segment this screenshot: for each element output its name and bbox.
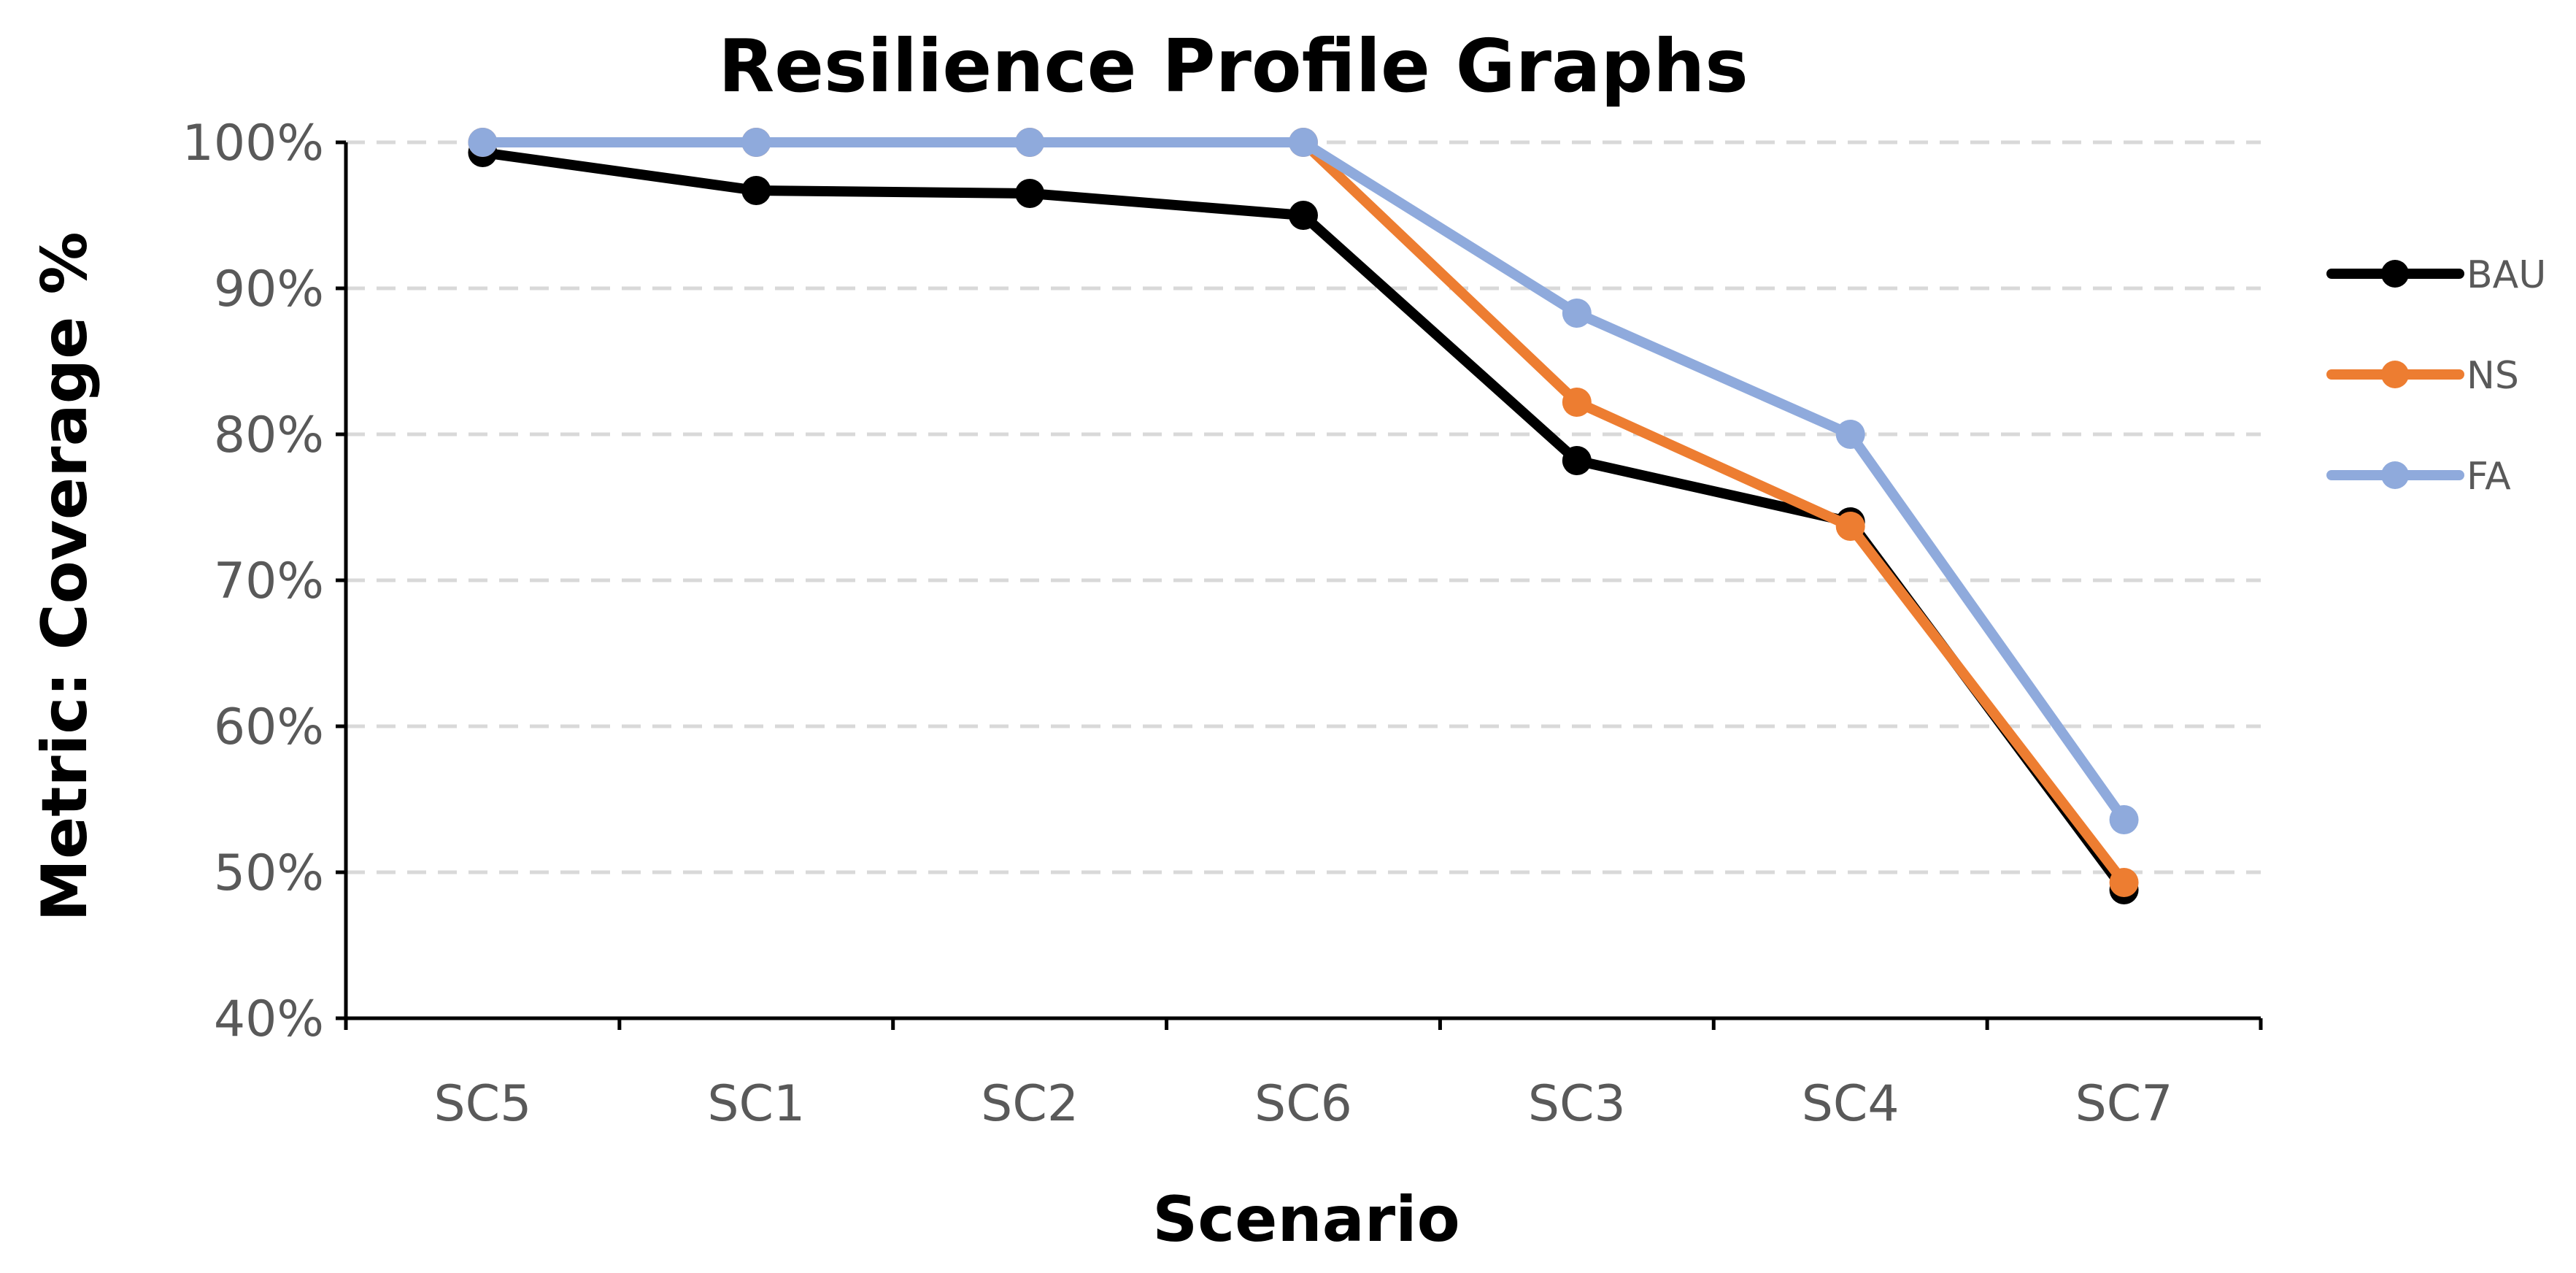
y-tick-label: 90% bbox=[214, 261, 324, 318]
x-tick-label: SC7 bbox=[2075, 1075, 2173, 1133]
y-tick-label: 80% bbox=[214, 407, 324, 464]
legend-label: FA bbox=[2467, 455, 2511, 499]
series-line-bau bbox=[477, 147, 2129, 895]
data-point-fa bbox=[741, 128, 771, 157]
series-line-fa bbox=[477, 137, 2129, 825]
data-point-bau bbox=[1562, 446, 1592, 475]
data-point-fa bbox=[1015, 128, 1045, 157]
x-tick-label: SC5 bbox=[433, 1075, 531, 1133]
legend-item-bau: BAU bbox=[2326, 253, 2546, 297]
data-point-ns bbox=[1835, 512, 1865, 541]
axes bbox=[336, 140, 2263, 1030]
y-tick-label: 50% bbox=[214, 845, 324, 902]
x-tick-label: SC2 bbox=[981, 1075, 1079, 1133]
data-point-ns bbox=[2109, 868, 2139, 897]
data-point-fa bbox=[1289, 128, 1318, 157]
gridlines bbox=[346, 140, 2261, 874]
data-point-bau bbox=[1015, 179, 1045, 208]
y-tick-label: 40% bbox=[214, 991, 324, 1048]
data-point-ns bbox=[1562, 388, 1592, 417]
legend-label: NS bbox=[2467, 354, 2519, 398]
data-point-bau bbox=[1289, 201, 1318, 230]
data-point-fa bbox=[468, 128, 498, 157]
legend-item-ns: NS bbox=[2326, 354, 2519, 398]
series-ns bbox=[468, 128, 2139, 897]
legend-swatch-marker bbox=[2381, 260, 2409, 288]
x-tick-label: SC1 bbox=[707, 1075, 805, 1133]
data-point-bau bbox=[741, 176, 771, 205]
y-axis-title: Metric: Coverage % bbox=[28, 231, 101, 921]
x-axis-title: Scenario bbox=[1152, 1183, 1459, 1256]
x-tick-label: SC6 bbox=[1254, 1075, 1352, 1133]
legend-swatch-marker bbox=[2381, 361, 2409, 388]
x-tick-label: SC4 bbox=[1802, 1075, 1900, 1133]
legend-item-fa: FA bbox=[2326, 455, 2511, 499]
y-tick-labels: 40% 50% 60% 70% 80% 90% 100% bbox=[182, 115, 324, 1048]
y-tick-label: 60% bbox=[214, 699, 324, 756]
data-point-fa bbox=[2109, 805, 2139, 834]
data-point-fa bbox=[1562, 299, 1592, 328]
x-tick-label: SC3 bbox=[1528, 1075, 1626, 1133]
series-lines bbox=[468, 128, 2139, 904]
x-tick-labels: SC5 SC1 SC2 SC6 SC3 SC4 SC7 bbox=[433, 1075, 2172, 1133]
series-fa bbox=[468, 128, 2139, 834]
legend-swatch-marker bbox=[2381, 461, 2409, 489]
series-bau bbox=[468, 138, 2139, 904]
data-point-fa bbox=[1835, 420, 1865, 449]
series-line-ns bbox=[477, 137, 2129, 888]
y-tick-label: 100% bbox=[182, 115, 324, 172]
chart-title: Resilience Profile Graphs bbox=[718, 23, 1748, 109]
legend-label: BAU bbox=[2467, 253, 2546, 297]
legend: BAU NS FA bbox=[2326, 253, 2546, 499]
y-tick-label: 70% bbox=[214, 553, 324, 610]
